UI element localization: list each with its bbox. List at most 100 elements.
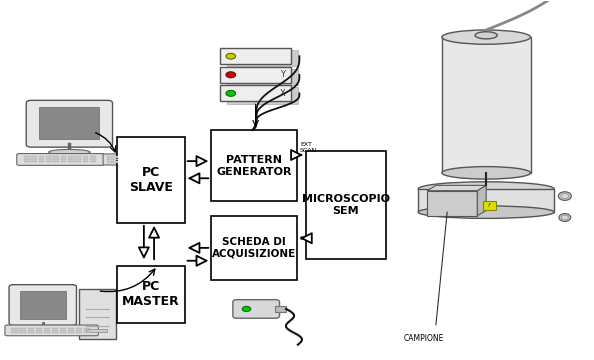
FancyBboxPatch shape bbox=[24, 156, 30, 157]
FancyBboxPatch shape bbox=[115, 156, 118, 158]
Ellipse shape bbox=[49, 149, 90, 155]
FancyBboxPatch shape bbox=[31, 156, 37, 157]
FancyBboxPatch shape bbox=[220, 48, 291, 64]
FancyBboxPatch shape bbox=[17, 154, 105, 165]
FancyBboxPatch shape bbox=[43, 328, 50, 329]
FancyBboxPatch shape bbox=[116, 266, 185, 323]
FancyBboxPatch shape bbox=[306, 152, 386, 258]
Text: f: f bbox=[488, 203, 490, 208]
FancyBboxPatch shape bbox=[27, 332, 34, 333]
Circle shape bbox=[226, 72, 235, 78]
FancyBboxPatch shape bbox=[46, 156, 52, 157]
FancyBboxPatch shape bbox=[68, 158, 74, 160]
FancyBboxPatch shape bbox=[84, 328, 90, 329]
FancyBboxPatch shape bbox=[442, 37, 530, 173]
FancyBboxPatch shape bbox=[43, 332, 50, 333]
FancyBboxPatch shape bbox=[211, 216, 297, 280]
Ellipse shape bbox=[475, 32, 497, 39]
FancyBboxPatch shape bbox=[46, 158, 52, 160]
FancyBboxPatch shape bbox=[83, 156, 89, 157]
Text: PC
MASTER: PC MASTER bbox=[122, 280, 179, 308]
FancyBboxPatch shape bbox=[110, 161, 113, 163]
FancyBboxPatch shape bbox=[83, 161, 89, 162]
FancyBboxPatch shape bbox=[43, 330, 50, 331]
FancyBboxPatch shape bbox=[103, 154, 121, 165]
FancyBboxPatch shape bbox=[107, 158, 109, 160]
FancyBboxPatch shape bbox=[53, 158, 59, 160]
Circle shape bbox=[226, 90, 235, 96]
FancyBboxPatch shape bbox=[59, 330, 66, 331]
FancyBboxPatch shape bbox=[61, 161, 67, 162]
FancyBboxPatch shape bbox=[107, 156, 109, 158]
Text: PATTERN
GENERATOR: PATTERN GENERATOR bbox=[216, 155, 292, 176]
FancyBboxPatch shape bbox=[90, 156, 96, 157]
FancyBboxPatch shape bbox=[20, 291, 66, 319]
FancyBboxPatch shape bbox=[228, 87, 298, 104]
FancyBboxPatch shape bbox=[9, 285, 77, 325]
Circle shape bbox=[226, 53, 235, 59]
FancyBboxPatch shape bbox=[68, 332, 74, 333]
FancyBboxPatch shape bbox=[84, 332, 90, 333]
FancyBboxPatch shape bbox=[39, 161, 45, 162]
Ellipse shape bbox=[561, 194, 568, 199]
FancyBboxPatch shape bbox=[20, 330, 26, 331]
Text: Y: Y bbox=[280, 70, 285, 79]
FancyBboxPatch shape bbox=[90, 158, 96, 160]
Text: CAMPIONE: CAMPIONE bbox=[404, 334, 444, 343]
FancyBboxPatch shape bbox=[11, 332, 18, 333]
FancyBboxPatch shape bbox=[86, 329, 108, 332]
FancyBboxPatch shape bbox=[68, 161, 74, 162]
FancyBboxPatch shape bbox=[20, 328, 26, 329]
Polygon shape bbox=[427, 185, 486, 191]
FancyBboxPatch shape bbox=[107, 161, 109, 163]
FancyBboxPatch shape bbox=[68, 328, 74, 329]
FancyBboxPatch shape bbox=[228, 50, 298, 66]
Ellipse shape bbox=[442, 167, 530, 179]
FancyBboxPatch shape bbox=[59, 328, 66, 329]
FancyBboxPatch shape bbox=[52, 332, 58, 333]
FancyBboxPatch shape bbox=[115, 158, 118, 160]
FancyBboxPatch shape bbox=[76, 332, 82, 333]
Text: EXT
SCAN: EXT SCAN bbox=[300, 143, 317, 153]
FancyBboxPatch shape bbox=[61, 156, 67, 157]
FancyBboxPatch shape bbox=[116, 137, 185, 223]
Ellipse shape bbox=[418, 182, 554, 196]
Ellipse shape bbox=[561, 215, 568, 220]
FancyBboxPatch shape bbox=[39, 107, 99, 139]
FancyBboxPatch shape bbox=[483, 201, 495, 210]
FancyBboxPatch shape bbox=[68, 156, 74, 157]
FancyBboxPatch shape bbox=[27, 328, 34, 329]
Text: SCHEDA DI
ACQUISIZIONE: SCHEDA DI ACQUISIZIONE bbox=[212, 237, 296, 259]
FancyBboxPatch shape bbox=[220, 67, 291, 83]
FancyBboxPatch shape bbox=[24, 158, 30, 160]
FancyBboxPatch shape bbox=[75, 158, 81, 160]
FancyBboxPatch shape bbox=[46, 161, 52, 162]
Text: X: X bbox=[279, 89, 285, 98]
FancyBboxPatch shape bbox=[418, 189, 554, 212]
FancyBboxPatch shape bbox=[110, 156, 113, 158]
FancyBboxPatch shape bbox=[27, 330, 34, 331]
FancyBboxPatch shape bbox=[39, 158, 45, 160]
Text: SED: SED bbox=[300, 236, 312, 241]
Text: MICROSCOPIO
SEM: MICROSCOPIO SEM bbox=[302, 194, 390, 216]
FancyBboxPatch shape bbox=[75, 156, 81, 157]
FancyBboxPatch shape bbox=[68, 330, 74, 331]
Circle shape bbox=[242, 306, 251, 311]
FancyBboxPatch shape bbox=[31, 161, 37, 162]
FancyBboxPatch shape bbox=[84, 330, 90, 331]
Ellipse shape bbox=[559, 213, 571, 221]
Ellipse shape bbox=[27, 328, 59, 332]
FancyBboxPatch shape bbox=[115, 161, 118, 163]
FancyBboxPatch shape bbox=[20, 332, 26, 333]
FancyBboxPatch shape bbox=[220, 85, 291, 102]
FancyBboxPatch shape bbox=[276, 306, 286, 312]
FancyBboxPatch shape bbox=[52, 330, 58, 331]
Ellipse shape bbox=[418, 206, 554, 219]
FancyBboxPatch shape bbox=[53, 161, 59, 162]
Ellipse shape bbox=[558, 192, 571, 201]
FancyBboxPatch shape bbox=[26, 100, 112, 147]
FancyBboxPatch shape bbox=[228, 69, 298, 85]
FancyBboxPatch shape bbox=[24, 161, 30, 162]
FancyBboxPatch shape bbox=[59, 332, 66, 333]
FancyBboxPatch shape bbox=[211, 130, 297, 202]
